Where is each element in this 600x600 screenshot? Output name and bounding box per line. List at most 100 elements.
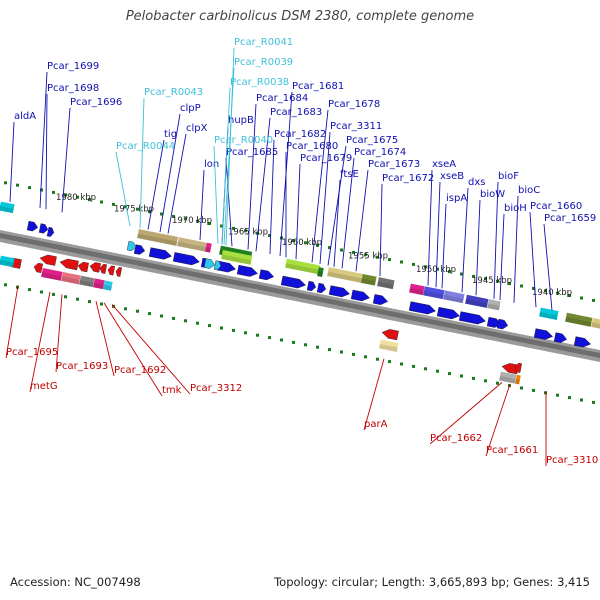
minus-gene-label: Pcar_1662 (430, 433, 482, 444)
leader-line (427, 169, 433, 286)
guide-dot (64, 295, 67, 299)
plus-strand-gene (436, 306, 460, 320)
guide-dot (304, 241, 307, 245)
plus-gene-label: Pcar_1685 (226, 147, 278, 158)
cog-box (409, 283, 425, 296)
backbone-core (0, 233, 600, 358)
plus-strand-gene (533, 328, 554, 340)
rna-gene (203, 258, 216, 269)
guide-dot (436, 369, 439, 373)
cog-box (285, 258, 321, 275)
guide-dot (292, 238, 295, 242)
minus-strand-gene (99, 263, 108, 274)
guide-dot (484, 379, 487, 383)
cog-box (41, 267, 63, 281)
guide-dot (100, 200, 103, 204)
minus-gene-label: Pcar_3312 (190, 383, 242, 394)
guide-dot (520, 284, 523, 288)
plus-strand-gene (133, 244, 146, 255)
plus-gene-label: clpP (180, 103, 201, 114)
guide-dot (268, 336, 271, 340)
guide-dot (52, 190, 55, 194)
rna-gene-label: Pcar_R0038 (230, 77, 289, 88)
guide-dot (448, 270, 451, 274)
cog-box (515, 374, 521, 385)
guide-dot (352, 250, 355, 254)
map-title: Pelobacter carbinolicus DSM 2380, comple… (125, 9, 475, 24)
guide-dot (64, 193, 67, 197)
leader-line (379, 183, 383, 277)
plus-gene-label: Pcar_1681 (292, 81, 344, 92)
guide-dot (184, 319, 187, 323)
plus-gene-label: Pcar_1682 (274, 129, 326, 140)
plus-strand-gene (46, 226, 55, 237)
plus-strand-gene (280, 275, 306, 289)
kbp-tick-label: 1975 kbp (114, 205, 154, 215)
leader-line (95, 301, 115, 377)
guide-dot (172, 316, 175, 320)
guide-dot (220, 326, 223, 330)
guide-dot (40, 290, 43, 294)
guide-dot (304, 343, 307, 347)
leader-line (55, 294, 63, 373)
leader-line (355, 169, 369, 272)
plus-strand-gene (372, 294, 389, 305)
plus-gene-label: Pcar_1675 (346, 135, 398, 146)
plus-gene-label: tig (164, 129, 177, 140)
guide-dot (208, 324, 211, 328)
minus-strand-gene (115, 267, 123, 277)
plus-gene-label: ftsE (340, 169, 359, 180)
guide-dot (400, 362, 403, 366)
guide-dot (544, 391, 547, 395)
cog-box (0, 201, 15, 214)
guide-dot (328, 348, 331, 352)
kbp-tick-label: 1970 kbp (172, 216, 212, 226)
leader-line (543, 223, 553, 311)
guide-dot (496, 279, 499, 283)
rna-gene-label: Pcar_R0040 (214, 135, 273, 146)
guide-dot (160, 314, 163, 318)
leader-line (9, 121, 15, 203)
minus-strand-gene (107, 265, 116, 276)
plus-strand-gene (553, 332, 568, 343)
leader-line (39, 71, 48, 209)
guide-dot (88, 300, 91, 304)
guide-dot (4, 283, 7, 287)
plus-gene-label: clpX (186, 123, 208, 134)
cog-box (565, 312, 593, 327)
leader-line (435, 181, 441, 288)
plus-strand-gene (408, 301, 436, 315)
plus-strand-gene (38, 223, 49, 234)
plus-gene-label: Pcar_1684 (256, 93, 308, 104)
minus-gene-label: parA (364, 419, 388, 430)
guide-dot (580, 398, 583, 402)
cog-box (61, 271, 81, 285)
guide-dot (376, 357, 379, 361)
leader-line (255, 117, 271, 252)
minus-gene-label: Pcar_1695 (6, 347, 58, 358)
guide-dot (388, 258, 391, 262)
minus-strand-gene (59, 258, 79, 271)
guide-dot (268, 234, 271, 238)
plus-gene-label: bioH (504, 203, 527, 214)
guide-dot (496, 381, 499, 385)
guide-dot (460, 374, 463, 378)
leader-line (319, 131, 331, 265)
plus-gene-label: bioF (498, 171, 519, 182)
plus-strand-gene (328, 285, 350, 298)
guide-dot (376, 255, 379, 259)
minus-gene-label: metG (30, 381, 58, 392)
leader-line (147, 139, 165, 230)
cog-box (465, 294, 489, 308)
guide-dot (364, 253, 367, 257)
cog-box (499, 371, 517, 384)
kbp-tick-label: 1965 kbp (228, 227, 268, 237)
guide-dot (424, 265, 427, 269)
guide-dot (172, 214, 175, 218)
guide-dot (136, 309, 139, 313)
guide-dot (340, 350, 343, 354)
plus-gene-label: Pcar_1696 (70, 97, 122, 108)
leader-line (529, 211, 537, 308)
minus-strand-gene (381, 329, 399, 341)
guide-dot (256, 333, 259, 337)
